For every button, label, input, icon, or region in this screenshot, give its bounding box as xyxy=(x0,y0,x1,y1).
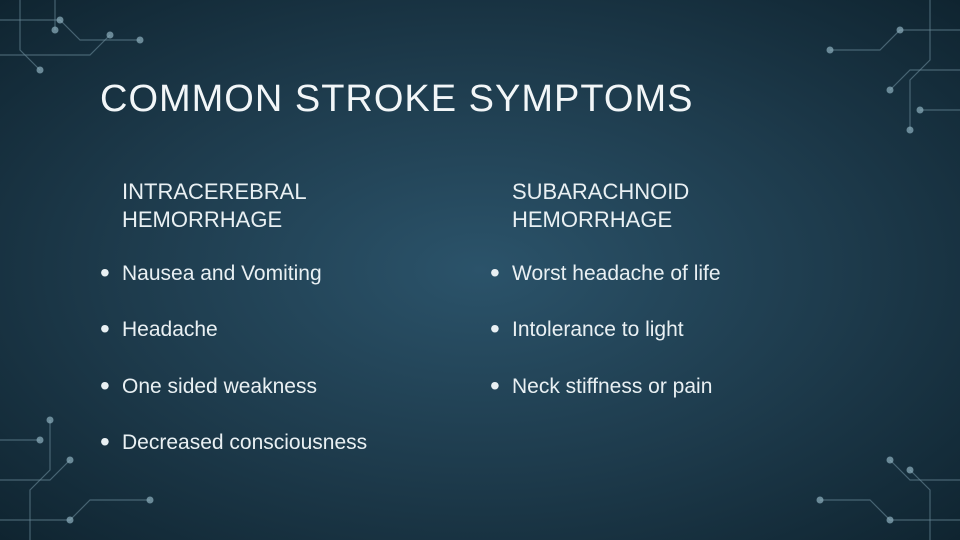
item-text: Neck stiffness or pain xyxy=(512,375,712,398)
heading-line-1: SUBARACHNOID xyxy=(512,179,689,204)
column-heading: INTRACEREBRAL HEMORRHAGE xyxy=(122,178,490,233)
list-item: One sided weakness xyxy=(100,374,490,400)
item-text: One sided weakness xyxy=(122,375,317,398)
heading-line-2: HEMORRHAGE xyxy=(512,207,672,232)
heading-line-1: INTRACEREBRAL xyxy=(122,179,307,204)
list-item: Intolerance to light xyxy=(490,317,870,343)
heading-line-2: HEMORRHAGE xyxy=(122,207,282,232)
list-item: Nausea and Vomiting xyxy=(100,261,490,287)
content-columns: INTRACEREBRAL HEMORRHAGE Nausea and Vomi… xyxy=(100,178,870,486)
symptom-list: Worst headache of life Intolerance to li… xyxy=(490,261,870,430)
item-text: Headache xyxy=(122,318,218,341)
item-text: Intolerance to light xyxy=(512,318,684,341)
item-text: Nausea and Vomiting xyxy=(122,262,322,285)
column-subarachnoid: SUBARACHNOID HEMORRHAGE Worst headache o… xyxy=(490,178,870,486)
slide: COMMON STROKE SYMPTOMS INTRACEREBRAL HEM… xyxy=(0,0,960,540)
item-text: Decreased consciousness xyxy=(122,431,367,454)
list-item: Headache xyxy=(100,317,490,343)
list-item: Neck stiffness or pain xyxy=(490,374,870,400)
column-intracerebral: INTRACEREBRAL HEMORRHAGE Nausea and Vomi… xyxy=(100,178,490,486)
symptom-list: Nausea and Vomiting Headache One sided w… xyxy=(100,261,490,486)
column-heading: SUBARACHNOID HEMORRHAGE xyxy=(512,178,870,233)
item-text: Worst headache of life xyxy=(512,262,721,285)
slide-title: COMMON STROKE SYMPTOMS xyxy=(100,78,693,121)
list-item: Decreased consciousness xyxy=(100,430,490,456)
decor-top-right xyxy=(760,0,960,170)
list-item: Worst headache of life xyxy=(490,261,870,287)
